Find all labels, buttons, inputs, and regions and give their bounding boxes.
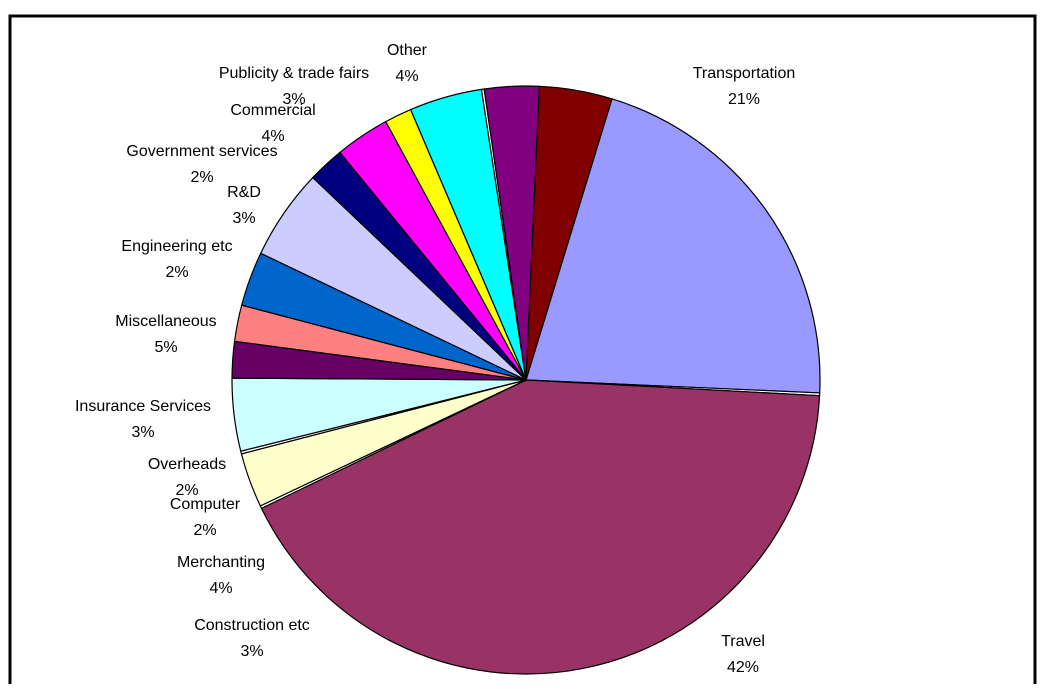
pie-slice-other xyxy=(525,85,613,381)
slice-label-other: Other xyxy=(387,42,428,59)
slice-label-commercial: Commercial xyxy=(230,102,315,119)
slice-label-transportation: Transportation xyxy=(693,65,796,82)
slice-percent-construction-etc: 3% xyxy=(240,643,263,660)
slice-label-publicity-trade-fairs: Publicity & trade fairs xyxy=(219,65,369,82)
slice-label-government-services: Government services xyxy=(126,143,277,160)
slice-label-computer: Computer xyxy=(170,496,241,513)
slice-label-merchanting: Merchanting xyxy=(177,554,265,571)
slice-label-overheads: Overheads xyxy=(148,456,226,473)
slice-percent-insurance-services: 3% xyxy=(131,424,154,441)
slice-label-travel: Travel xyxy=(721,633,765,650)
slice-percent-commercial: 4% xyxy=(261,128,284,145)
slice-percent-merchanting: 4% xyxy=(209,580,232,597)
slice-percent-engineering-etc: 2% xyxy=(165,264,188,281)
pie-labels: Transportation 21% Travel 42% Construction e… xyxy=(75,42,795,676)
pie-slice-transportation xyxy=(525,98,821,394)
slice-label-r-d: R&D xyxy=(227,184,261,201)
slice-percent-publicity-trade-fairs: 3% xyxy=(282,91,305,108)
slice-percent-government-services: 2% xyxy=(190,169,213,186)
pie-slices xyxy=(231,85,821,675)
slice-percent-travel: 42% xyxy=(727,659,759,676)
slice-percent-computer: 2% xyxy=(193,522,216,539)
slice-label-miscellaneous: Miscellaneous xyxy=(115,313,216,330)
slice-label-construction-etc: Construction etc xyxy=(194,617,310,634)
slice-percent-overheads: 2% xyxy=(175,482,198,499)
slice-percent-other: 4% xyxy=(395,68,418,85)
slice-percent-transportation: 21% xyxy=(728,91,760,108)
pie-slice-travel xyxy=(260,379,821,675)
slice-label-engineering-etc: Engineering etc xyxy=(121,238,232,255)
slice-percent-r-d: 3% xyxy=(232,210,255,227)
slice-percent-miscellaneous: 5% xyxy=(154,339,177,356)
slice-label-insurance-services: Insurance Services xyxy=(75,398,211,415)
